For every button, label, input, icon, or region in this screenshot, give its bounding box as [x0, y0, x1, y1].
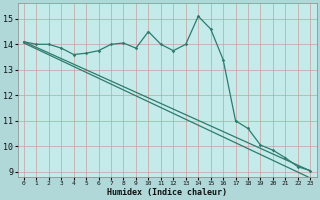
X-axis label: Humidex (Indice chaleur): Humidex (Indice chaleur): [107, 188, 227, 197]
